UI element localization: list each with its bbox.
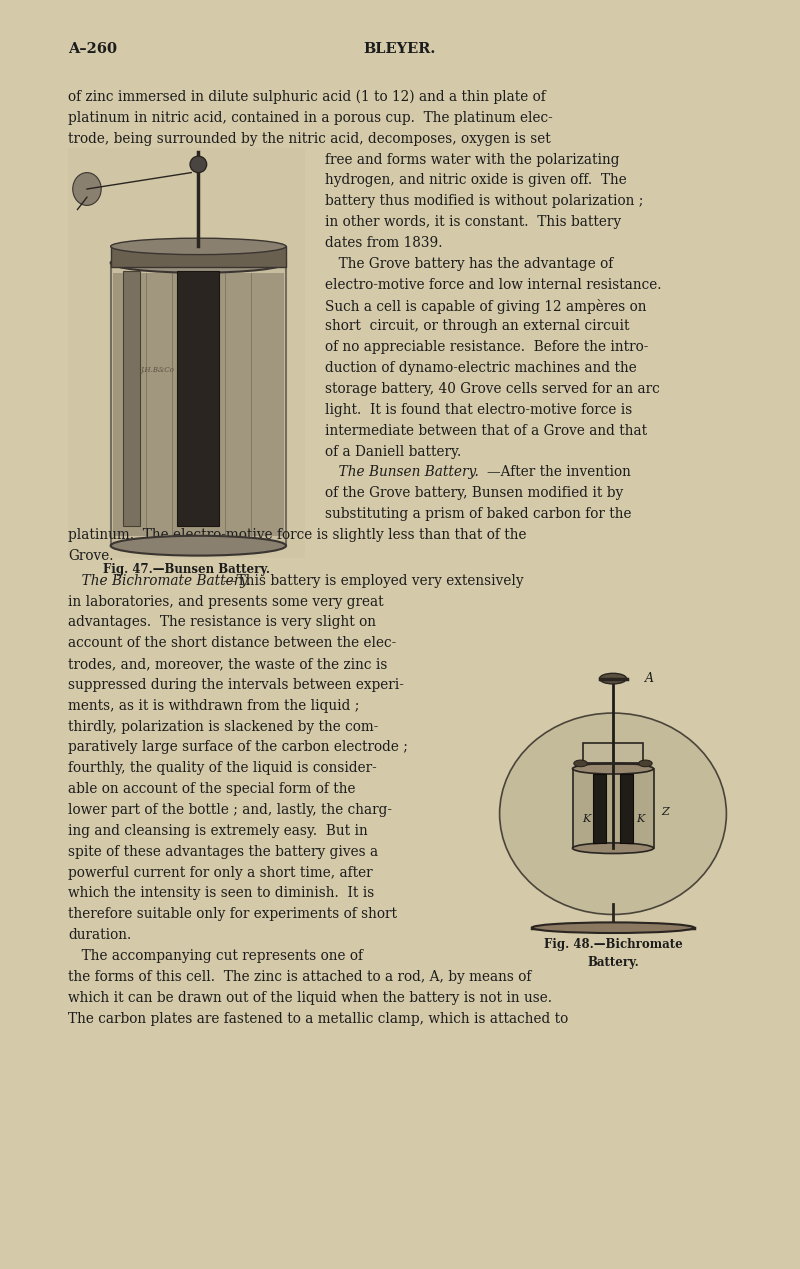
Text: —After the invention: —After the invention [487, 466, 631, 480]
Text: ments, as it is withdrawn from the liquid ;: ments, as it is withdrawn from the liqui… [68, 699, 359, 713]
Text: of the Grove battery, Bunsen modified it by: of the Grove battery, Bunsen modified it… [325, 486, 623, 500]
Text: in other words, it is constant.  This battery: in other words, it is constant. This bat… [325, 216, 621, 230]
Bar [110, 246, 286, 266]
Text: A: A [646, 673, 654, 685]
Ellipse shape [573, 843, 654, 854]
Text: K: K [582, 813, 590, 824]
Ellipse shape [532, 923, 694, 933]
Text: J.H.B&Co: J.H.B&Co [141, 367, 174, 374]
Text: intermediate between that of a Grove and that: intermediate between that of a Grove and… [325, 424, 647, 438]
Text: A–260: A–260 [68, 42, 117, 56]
Text: trodes, and, moreover, the waste of the zinc is: trodes, and, moreover, the waste of the … [68, 657, 387, 671]
Text: Z: Z [662, 807, 670, 817]
Text: paratively large surface of the carbon electrode ;: paratively large surface of the carbon e… [68, 741, 408, 755]
Bar [178, 272, 219, 525]
Text: battery thus modified is without polarization ;: battery thus modified is without polariz… [325, 194, 643, 208]
Text: K: K [636, 813, 644, 824]
Bar [123, 272, 141, 525]
Text: The Bunsen Battery.: The Bunsen Battery. [325, 466, 479, 480]
Text: platinum in nitric acid, contained in a porous cup.  The platinum elec-: platinum in nitric acid, contained in a … [68, 110, 553, 124]
Text: free and forms water with the polarizating: free and forms water with the polarizati… [325, 152, 619, 166]
Text: —This battery is employed very extensively: —This battery is employed very extensive… [223, 574, 524, 588]
Text: duration.: duration. [68, 928, 131, 942]
Text: storage battery, 40 Grove cells served for an arc: storage battery, 40 Grove cells served f… [325, 382, 660, 396]
Ellipse shape [638, 760, 652, 766]
Text: short  circuit, or through an external circuit: short circuit, or through an external ci… [325, 320, 630, 334]
Text: trode, being surrounded by the nitric acid, decomposes, oxygen is set: trode, being surrounded by the nitric ac… [68, 132, 550, 146]
Bar [620, 774, 634, 843]
Text: the forms of this cell.  The zinc is attached to a rod, A, by means of: the forms of this cell. The zinc is atta… [68, 970, 531, 983]
Bar [110, 263, 286, 546]
Text: which the intensity is seen to diminish.  It is: which the intensity is seen to diminish.… [68, 887, 374, 901]
Text: spite of these advantages the battery gives a: spite of these advantages the battery gi… [68, 845, 378, 859]
Text: ing and cleansing is extremely easy.  But in: ing and cleansing is extremely easy. But… [68, 824, 368, 838]
Text: in laboratories, and presents some very great: in laboratories, and presents some very … [68, 594, 384, 609]
Text: The carbon plates are fastened to a metallic clamp, which is attached to: The carbon plates are fastened to a meta… [68, 1011, 568, 1025]
Text: which it can be drawn out of the liquid when the battery is not in use.: which it can be drawn out of the liquid … [68, 991, 552, 1005]
Ellipse shape [110, 536, 286, 556]
Text: light.  It is found that electro-motive force is: light. It is found that electro-motive f… [325, 402, 632, 416]
Ellipse shape [574, 760, 587, 766]
Ellipse shape [599, 674, 626, 684]
Ellipse shape [573, 764, 654, 774]
Bar [593, 774, 606, 843]
Text: The Bichromate Battery.: The Bichromate Battery. [68, 574, 250, 588]
Text: able on account of the special form of the: able on account of the special form of t… [68, 782, 355, 796]
Ellipse shape [110, 239, 286, 255]
Ellipse shape [73, 173, 101, 206]
Ellipse shape [190, 156, 206, 173]
Text: of no appreciable resistance.  Before the intro-: of no appreciable resistance. Before the… [325, 340, 648, 354]
Text: advantages.  The resistance is very slight on: advantages. The resistance is very sligh… [68, 615, 376, 629]
Text: duction of dynamo-electric machines and the: duction of dynamo-electric machines and … [325, 362, 637, 376]
Text: fourthly, the quality of the liquid is consider-: fourthly, the quality of the liquid is c… [68, 761, 377, 775]
Text: substituting a prism of baked carbon for the: substituting a prism of baked carbon for… [325, 508, 631, 522]
Text: electro-motive force and low internal resistance.: electro-motive force and low internal re… [325, 278, 662, 292]
Text: dates from 1839.: dates from 1839. [325, 236, 442, 250]
Bar [113, 273, 284, 536]
Text: Fig. 47.—Bunsen Battery.: Fig. 47.—Bunsen Battery. [103, 563, 270, 576]
Text: Battery.: Battery. [587, 956, 639, 968]
Text: thirdly, polarization is slackened by the com-: thirdly, polarization is slackened by th… [68, 720, 378, 733]
Text: powerful current for only a short time, after: powerful current for only a short time, … [68, 865, 373, 879]
Text: platinum.  The electro-motive force is slightly less than that of the: platinum. The electro-motive force is sl… [68, 528, 526, 542]
Text: The accompanying cut represents one of: The accompanying cut represents one of [68, 949, 363, 963]
Text: of a Daniell battery.: of a Daniell battery. [325, 444, 462, 458]
Text: Such a cell is capable of giving 12 ampères on: Such a cell is capable of giving 12 ampè… [325, 298, 646, 313]
Text: The Grove battery has the advantage of: The Grove battery has the advantage of [325, 256, 614, 270]
Text: Fig. 48.—Bichromate: Fig. 48.—Bichromate [544, 938, 682, 950]
Text: therefore suitable only for experiments of short: therefore suitable only for experiments … [68, 907, 397, 921]
Text: hydrogen, and nitric oxide is given off.  The: hydrogen, and nitric oxide is given off.… [325, 174, 626, 188]
Text: of zinc immersed in dilute sulphuric acid (1 to 12) and a thin plate of: of zinc immersed in dilute sulphuric aci… [68, 90, 546, 104]
Text: suppressed during the intervals between experi-: suppressed during the intervals between … [68, 678, 404, 692]
Text: Grove.: Grove. [68, 548, 114, 562]
Ellipse shape [499, 713, 726, 915]
Text: account of the short distance between the elec-: account of the short distance between th… [68, 636, 396, 650]
Bar [573, 769, 654, 848]
Ellipse shape [110, 253, 286, 273]
Bar [68, 148, 305, 558]
Text: BLEYER.: BLEYER. [364, 42, 436, 56]
Bar [583, 744, 642, 848]
Text: lower part of the bottle ; and, lastly, the charg-: lower part of the bottle ; and, lastly, … [68, 803, 392, 817]
